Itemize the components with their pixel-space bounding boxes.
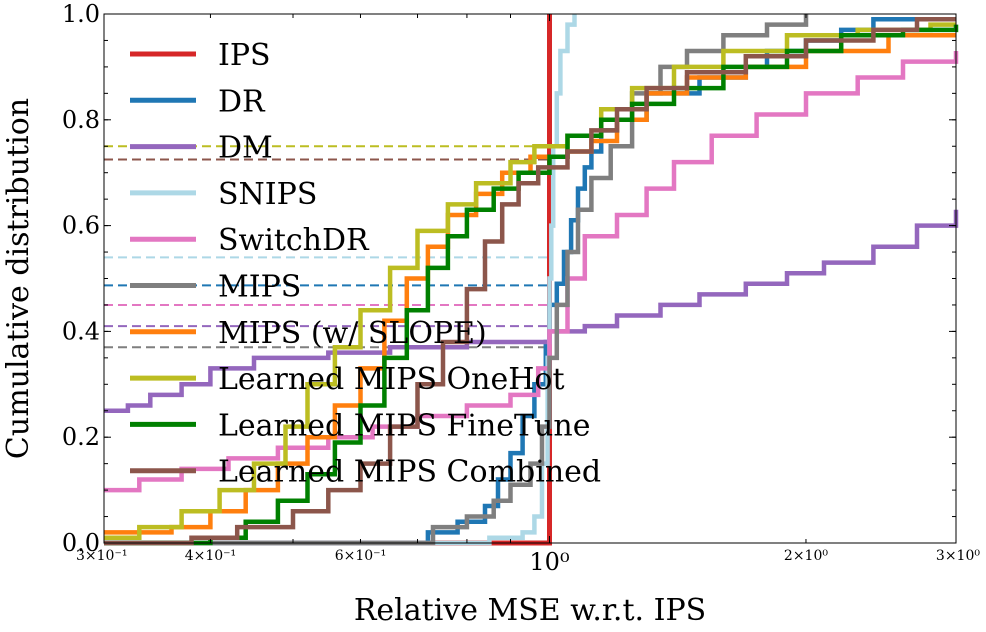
legend-entry-dm: DM — [130, 131, 273, 166]
legend-label: IPS — [218, 38, 271, 73]
x-tick-label: 3×10⁰ — [936, 548, 980, 564]
series-line-switchdr — [104, 51, 959, 493]
legend-entry-learned-mips-combined: Learned MIPS Combined — [130, 455, 601, 490]
legend: IPS DR DM SNIPS SwitchDR MIPS MIPS (w/ SLOPE) L… — [130, 38, 601, 490]
legend-entry-snips: SNIPS — [130, 177, 317, 212]
reference-lines — [104, 145, 550, 349]
series-line-dm — [104, 209, 959, 414]
legend-entry-learned-mips-onehot: Learned MIPS OneHot — [130, 362, 565, 397]
legend-entry-ips: IPS — [130, 38, 271, 73]
y-tick-label: 1.0 — [62, 0, 100, 28]
series-line-snips — [104, 14, 577, 546]
legend-entry-switchdr: SwitchDR — [130, 223, 370, 258]
y-tick-label: 0.4 — [62, 317, 100, 345]
y-tick-label: 0.6 — [62, 212, 100, 240]
y-tick-label: 0.8 — [62, 106, 100, 134]
legend-label: MIPS — [218, 270, 301, 305]
series-line-learned-mips-onehot — [104, 22, 956, 540]
x-axis-label: Relative MSE w.r.t. IPS — [354, 593, 706, 628]
y-tick-label: 0.2 — [62, 423, 100, 451]
legend-label: Learned MIPS OneHot — [218, 362, 565, 397]
series-line-mips — [104, 14, 809, 546]
axis-ticks: 0.0 0.2 0.4 0.6 0.8 1.0 3×10⁻¹ 4×10⁻¹ 6×10⁻¹ 10⁰ 2… — [62, 0, 981, 576]
legend-label: SNIPS — [218, 177, 317, 212]
x-tick-label: 6×10⁻¹ — [335, 548, 386, 564]
legend-entry-mips: MIPS — [130, 270, 301, 305]
legend-label: MIPS (w/ SLOPE) — [218, 316, 487, 351]
x-tick-label: 4×10⁻¹ — [185, 548, 236, 564]
y-axis-label: Cumulative distribution — [1, 98, 36, 459]
x-tick-label: 3×10⁻¹ — [76, 548, 127, 564]
legend-label: DM — [218, 131, 273, 166]
legend-entry-dr: DR — [130, 84, 266, 119]
legend-entry-learned-mips-finetune: Learned MIPS FineTune — [130, 408, 590, 443]
legend-label: SwitchDR — [218, 223, 370, 258]
x-tick-label: 10⁰ — [529, 548, 569, 576]
legend-label: Learned MIPS Combined — [218, 455, 601, 490]
x-tick-label: 2×10⁰ — [784, 548, 828, 564]
legend-label: Learned MIPS FineTune — [218, 408, 590, 443]
y-tick-label: 0.0 — [62, 529, 100, 557]
legend-label: DR — [218, 84, 266, 119]
series-line-learned-mips-combined — [104, 17, 956, 546]
legend-entry-mips-w-slope: MIPS (w/ SLOPE) — [130, 316, 487, 351]
